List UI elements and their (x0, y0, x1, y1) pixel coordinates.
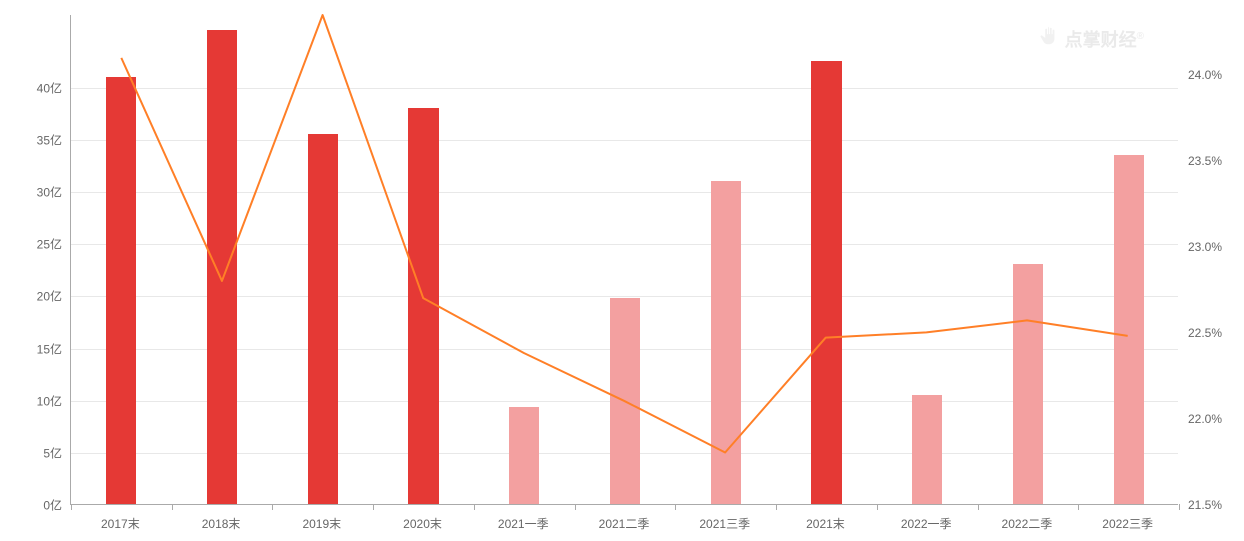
x-tick-label: 2021末 (806, 515, 845, 532)
x-tick (1078, 504, 1079, 510)
x-tick (978, 504, 979, 510)
y-left-tick-label: 0亿 (22, 497, 62, 514)
x-tick (272, 504, 273, 510)
x-tick-label: 2019末 (302, 515, 341, 532)
y-right-tick-label: 23.0% (1188, 240, 1222, 254)
y-left-tick-label: 25亿 (22, 236, 62, 253)
x-tick (675, 504, 676, 510)
x-tick-label: 2022三季 (1102, 515, 1153, 532)
y-left-tick-label: 40亿 (22, 79, 62, 96)
x-tick (877, 504, 878, 510)
x-tick (373, 504, 374, 510)
x-tick-label: 2021二季 (599, 515, 650, 532)
x-tick (1179, 504, 1180, 510)
x-tick (71, 504, 72, 510)
hand-icon (1037, 25, 1059, 52)
y-left-tick-label: 10亿 (22, 392, 62, 409)
x-tick-label: 2017末 (101, 515, 140, 532)
y-right-tick-label: 22.5% (1188, 326, 1222, 340)
combo-chart: 点掌财经® 0亿 5亿 10亿 15亿 20亿 25亿 30亿 35亿 40亿 21.5% 22.0… (0, 0, 1244, 541)
y-left-tick-label: 15亿 (22, 340, 62, 357)
watermark: 点掌财经® (1037, 25, 1144, 52)
y-left-tick-label: 5亿 (22, 444, 62, 461)
y-right-tick-label: 21.5% (1188, 498, 1222, 512)
x-tick-label: 2021一季 (498, 515, 549, 532)
x-tick-label: 2022一季 (901, 515, 952, 532)
trend-line (121, 15, 1127, 453)
y-right-tick-label: 22.0% (1188, 412, 1222, 426)
x-tick (474, 504, 475, 510)
x-tick (575, 504, 576, 510)
x-tick-label: 2021三季 (699, 515, 750, 532)
x-tick (776, 504, 777, 510)
watermark-text: 点掌财经® (1065, 26, 1144, 52)
y-right-tick-label: 24.0% (1188, 68, 1222, 82)
y-left-tick-label: 20亿 (22, 288, 62, 305)
x-tick-label: 2022二季 (1002, 515, 1053, 532)
x-tick (172, 504, 173, 510)
line-series (71, 15, 1178, 504)
x-tick-label: 2018末 (202, 515, 241, 532)
x-tick-label: 2020末 (403, 515, 442, 532)
plot-area (70, 15, 1178, 505)
y-right-tick-label: 23.5% (1188, 154, 1222, 168)
y-left-tick-label: 30亿 (22, 184, 62, 201)
y-left-tick-label: 35亿 (22, 132, 62, 149)
